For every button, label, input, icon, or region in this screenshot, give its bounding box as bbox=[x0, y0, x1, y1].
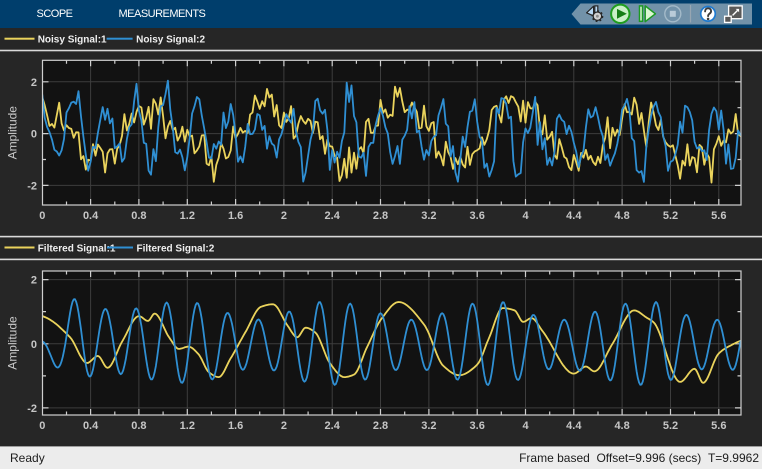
svg-text:0: 0 bbox=[31, 129, 37, 141]
svg-text:0.8: 0.8 bbox=[131, 420, 146, 432]
svg-text:4: 4 bbox=[522, 210, 529, 222]
svg-text:1.2: 1.2 bbox=[180, 420, 195, 432]
svg-text:2.8: 2.8 bbox=[373, 210, 388, 222]
svg-text:0: 0 bbox=[39, 210, 45, 222]
svg-text:4.4: 4.4 bbox=[566, 210, 582, 222]
svg-text:0.4: 0.4 bbox=[83, 420, 99, 432]
svg-text:2.4: 2.4 bbox=[325, 210, 341, 222]
svg-text:4.8: 4.8 bbox=[614, 420, 629, 432]
svg-text:1.2: 1.2 bbox=[180, 210, 195, 222]
svg-text:1.6: 1.6 bbox=[228, 210, 243, 222]
svg-text:Filtered Signal:2: Filtered Signal:2 bbox=[137, 243, 215, 254]
svg-text:Noisy Signal:2: Noisy Signal:2 bbox=[136, 35, 205, 46]
svg-text:2: 2 bbox=[31, 275, 37, 287]
svg-text:0.8: 0.8 bbox=[131, 210, 146, 222]
svg-text:4.8: 4.8 bbox=[614, 210, 629, 222]
svg-text:2.8: 2.8 bbox=[373, 420, 388, 432]
svg-text:3.2: 3.2 bbox=[421, 210, 436, 222]
svg-text:3.2: 3.2 bbox=[421, 420, 436, 432]
svg-text:2: 2 bbox=[31, 77, 37, 89]
svg-text:3.6: 3.6 bbox=[470, 420, 485, 432]
svg-text:4: 4 bbox=[522, 420, 529, 432]
svg-text:0: 0 bbox=[39, 420, 45, 432]
svg-text:5.6: 5.6 bbox=[711, 420, 726, 432]
svg-text:2.4: 2.4 bbox=[325, 420, 341, 432]
svg-text:Amplitude: Amplitude bbox=[6, 316, 20, 370]
svg-text:2: 2 bbox=[281, 420, 287, 432]
svg-text:5.6: 5.6 bbox=[711, 210, 726, 222]
svg-text:-2: -2 bbox=[27, 180, 37, 192]
svg-text:3.6: 3.6 bbox=[470, 210, 485, 222]
svg-text:-2: -2 bbox=[27, 403, 37, 415]
svg-text:1.6: 1.6 bbox=[228, 420, 243, 432]
svg-text:0.4: 0.4 bbox=[83, 210, 99, 222]
svg-text:4.4: 4.4 bbox=[566, 420, 582, 432]
svg-text:Noisy Signal:1: Noisy Signal:1 bbox=[38, 35, 107, 46]
svg-text:Filtered Signal:1: Filtered Signal:1 bbox=[38, 243, 116, 254]
svg-text:0: 0 bbox=[31, 339, 37, 351]
svg-text:5.2: 5.2 bbox=[663, 420, 678, 432]
svg-text:5.2: 5.2 bbox=[663, 210, 678, 222]
svg-text:2: 2 bbox=[281, 210, 287, 222]
svg-text:Amplitude: Amplitude bbox=[6, 106, 20, 160]
